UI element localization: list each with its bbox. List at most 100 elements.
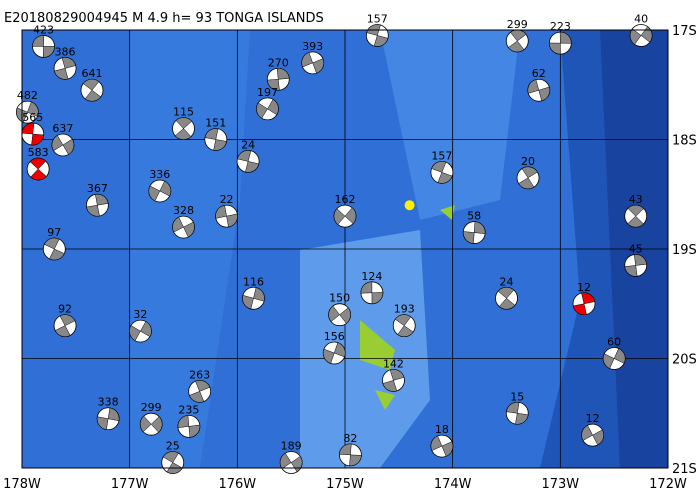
depth-label: 328 — [173, 204, 194, 217]
beachball-quadrant — [140, 415, 163, 433]
depth-label: 235 — [178, 403, 199, 416]
depth-label: 151 — [205, 117, 226, 130]
depth-label: 142 — [383, 357, 404, 370]
depth-label: 299 — [507, 18, 528, 31]
beachball — [188, 379, 212, 403]
beachball — [333, 204, 357, 228]
depth-label: 150 — [329, 292, 350, 305]
beachball-quadrant — [172, 216, 195, 238]
beachball — [365, 24, 389, 47]
beachball — [129, 319, 152, 343]
beachball — [279, 451, 303, 474]
depth-label: 263 — [189, 368, 210, 381]
lon-label: 174W — [434, 477, 472, 492]
beachball-quadrant — [333, 207, 357, 225]
lon-label: 176W — [218, 477, 256, 492]
beachball — [266, 67, 290, 91]
beachball-quadrant — [360, 281, 384, 305]
beachball-quadrant — [497, 287, 516, 310]
beachball-quadrant — [96, 407, 120, 430]
beachball-quadrant — [32, 35, 55, 58]
depth-label: 583 — [28, 146, 49, 159]
beachball-quadrant — [602, 348, 626, 369]
depth-label: 367 — [87, 182, 108, 195]
beachball-quadrant — [463, 221, 486, 244]
depth-label: 92 — [58, 303, 72, 316]
depth-label: 637 — [52, 122, 73, 135]
beachball-quadrant — [518, 166, 538, 190]
lon-label: 173W — [541, 477, 579, 492]
depth-label: 156 — [324, 330, 345, 343]
beachball-quadrant — [148, 180, 172, 202]
beachball — [505, 29, 529, 53]
beachball-quadrant — [129, 321, 152, 342]
beachball-quadrant — [51, 135, 75, 155]
beachball — [462, 221, 486, 244]
beachball-quadrant — [572, 292, 596, 316]
beachball-quadrant — [301, 52, 324, 74]
depth-label: 189 — [281, 440, 302, 453]
beachball-quadrant — [82, 78, 102, 102]
depth-label: 270 — [268, 56, 289, 69]
beachball — [161, 451, 185, 474]
lat-label: 18S — [672, 134, 697, 149]
depth-label: 58 — [467, 210, 481, 223]
depth-label: 124 — [361, 270, 382, 283]
beachball — [21, 122, 45, 146]
beachball — [516, 166, 540, 190]
depth-label: 482 — [17, 89, 38, 102]
beachball — [360, 281, 384, 305]
beachball-quadrant — [328, 305, 351, 324]
lon-label: 175W — [326, 477, 364, 492]
depth-label: 197 — [257, 86, 278, 99]
beachball — [85, 193, 109, 217]
beachball-quadrant — [237, 150, 260, 173]
beachball-quadrant — [177, 415, 201, 438]
beachball — [527, 78, 551, 102]
lon-label: 178W — [3, 477, 41, 492]
depth-label: 338 — [98, 396, 119, 409]
beachball — [139, 412, 163, 436]
beachball-quadrant — [174, 117, 193, 140]
beachball — [26, 157, 50, 181]
beachball-quadrant — [54, 57, 77, 80]
beachball — [172, 215, 195, 239]
beachball — [215, 204, 238, 228]
lat-label: 20S — [672, 353, 697, 368]
epicenter — [404, 200, 415, 211]
beachball — [328, 303, 352, 327]
beachball-quadrant — [627, 204, 645, 228]
beachball — [392, 314, 416, 338]
depth-label: 12 — [577, 281, 591, 294]
beachball-quadrant — [43, 237, 65, 261]
beachball — [430, 160, 454, 184]
depth-label: 60 — [607, 336, 621, 349]
beachball — [51, 133, 75, 157]
depth-label: 162 — [335, 193, 356, 206]
beachball-quadrant — [430, 435, 454, 457]
depth-label: 32 — [133, 308, 147, 321]
beachball — [629, 24, 653, 47]
beachball — [96, 407, 120, 431]
beachball-quadrant — [267, 68, 290, 91]
events: 4236413864826375655833673363281511152701… — [15, 12, 653, 474]
axes: 178W 177W 176W 175W 174W 173W 172W 17S 18S 19S 20S… — [3, 24, 697, 492]
depth-label: 386 — [55, 45, 76, 58]
beachball — [581, 423, 605, 447]
beachball — [322, 341, 346, 365]
depth-label: 20 — [521, 155, 535, 168]
lat-label: 21S — [672, 462, 697, 477]
depth-label: 40 — [634, 12, 648, 25]
beachball-quadrant — [215, 205, 238, 228]
beachball — [42, 237, 66, 261]
beachball-quadrant — [323, 342, 346, 364]
beachball-quadrant — [86, 193, 109, 217]
depth-label: 82 — [343, 432, 357, 445]
beachball — [505, 401, 529, 425]
beachball — [624, 204, 648, 228]
beachball-quadrant — [339, 443, 362, 467]
depth-label: 22 — [220, 193, 234, 206]
beachball-quadrant — [279, 452, 303, 473]
beachball-quadrant — [204, 128, 227, 151]
depth-label: 115 — [173, 106, 194, 119]
